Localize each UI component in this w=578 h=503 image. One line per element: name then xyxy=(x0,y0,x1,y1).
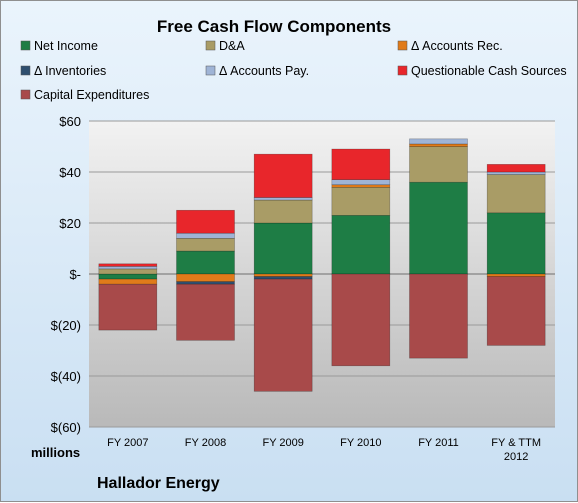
bar-accounts-rec xyxy=(486,273,546,277)
bar-d-a xyxy=(176,238,235,252)
units-label: millions xyxy=(31,445,80,460)
y-tick-label: $(60) xyxy=(51,420,81,435)
legend-swatch-questionable-cash-sources xyxy=(397,65,408,76)
legend-swatch-net-income xyxy=(20,40,31,51)
bar-accounts-rec xyxy=(409,143,468,147)
bar-d-a xyxy=(98,268,158,275)
legend-label-capital-expenditures: Capital Expenditures xyxy=(34,88,149,102)
legend-label-d-a: D&A xyxy=(219,39,245,53)
x-tick-label: FY & TTM 2012 xyxy=(491,437,541,463)
legend-swatch-inventories xyxy=(20,65,31,76)
bar-accounts-pay xyxy=(486,171,546,175)
y-tick-label: $(20) xyxy=(51,318,81,333)
bar-accounts-pay xyxy=(253,197,313,201)
legend-label-accounts-rec: Δ Accounts Rec. xyxy=(411,39,503,53)
y-tick-label: $40 xyxy=(59,165,81,180)
bar-accounts-pay xyxy=(331,179,391,186)
bar-questionable-cash-sources xyxy=(253,153,313,198)
bar-inventories xyxy=(253,276,313,280)
bar-accounts-rec xyxy=(253,273,313,277)
legend-label-accounts-pay: Δ Accounts Pay. xyxy=(219,64,309,78)
bar-net-income xyxy=(331,215,391,275)
bar-d-a xyxy=(486,174,546,214)
chart-title: Free Cash Flow Components xyxy=(157,17,391,36)
bar-capital-expenditures xyxy=(176,283,235,341)
legend-swatch-d-a xyxy=(205,40,216,51)
bar-capital-expenditures xyxy=(98,283,158,331)
bar-questionable-cash-sources xyxy=(98,263,158,267)
bar-questionable-cash-sources xyxy=(486,164,546,173)
bar-capital-expenditures xyxy=(409,273,468,359)
y-tick-label: $- xyxy=(69,267,81,282)
x-tick-label: FY 2010 xyxy=(340,437,381,449)
legend-swatch-capital-expenditures xyxy=(20,89,31,100)
y-tick-label: $60 xyxy=(59,114,81,129)
bar-accounts-rec xyxy=(98,278,158,285)
legend-label-inventories: Δ Inventories xyxy=(34,64,106,78)
bar-net-income xyxy=(176,250,235,275)
bar-d-a xyxy=(331,187,391,216)
legend-label-net-income: Net Income xyxy=(34,39,98,53)
y-tick-label: $20 xyxy=(59,216,81,231)
bars xyxy=(98,138,546,392)
legend: Net Income D&A Δ Accounts Rec. Δ Inventorie… xyxy=(20,39,567,102)
bar-questionable-cash-sources xyxy=(331,148,391,180)
x-axis: FY 2007 FY 2008 FY 2009 FY 2010 FY 2011 FY & … xyxy=(107,437,541,463)
x-tick-label: FY 2009 xyxy=(262,437,303,449)
x-tick-label: FY 2007 xyxy=(107,437,148,449)
bar-inventories xyxy=(176,281,235,285)
y-tick-label: $(40) xyxy=(51,369,81,384)
bar-questionable-cash-sources xyxy=(176,209,235,234)
bar-capital-expenditures xyxy=(331,273,391,367)
x-tick-label: FY 2008 xyxy=(185,437,226,449)
bar-capital-expenditures xyxy=(486,276,546,346)
x-tick-label: FY 2011 xyxy=(418,437,459,449)
bar-net-income xyxy=(253,222,313,275)
bar-accounts-rec xyxy=(331,184,391,188)
legend-label-questionable-cash-sources: Questionable Cash Sources xyxy=(411,64,567,78)
bar-net-income xyxy=(486,212,546,275)
bar-net-income xyxy=(98,273,158,280)
y-axis: $60 $40 $20 $- $(20) $(40) $(60) xyxy=(51,114,81,435)
bar-d-a xyxy=(253,199,313,224)
bar-net-income xyxy=(409,181,468,275)
bar-accounts-rec xyxy=(176,273,235,282)
gridlines xyxy=(89,120,555,428)
bar-accounts-pay xyxy=(176,232,235,239)
bar-accounts-pay xyxy=(98,266,158,270)
bar-capital-expenditures xyxy=(253,278,313,392)
company-name: Hallador Energy xyxy=(97,475,220,492)
legend-swatch-accounts-rec xyxy=(397,40,408,51)
bar-accounts-pay xyxy=(409,138,468,145)
legend-swatch-accounts-pay xyxy=(205,65,216,76)
bar-d-a xyxy=(409,146,468,183)
